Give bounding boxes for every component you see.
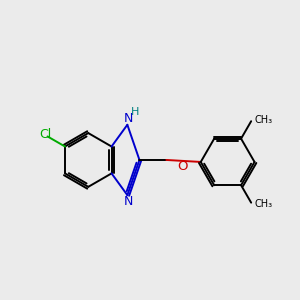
Text: N: N xyxy=(123,195,133,208)
Text: CH₃: CH₃ xyxy=(255,115,273,125)
Text: H: H xyxy=(130,107,139,117)
Text: N: N xyxy=(123,112,133,125)
Text: Cl: Cl xyxy=(39,128,51,141)
Text: CH₃: CH₃ xyxy=(255,199,273,209)
Text: O: O xyxy=(177,160,187,173)
